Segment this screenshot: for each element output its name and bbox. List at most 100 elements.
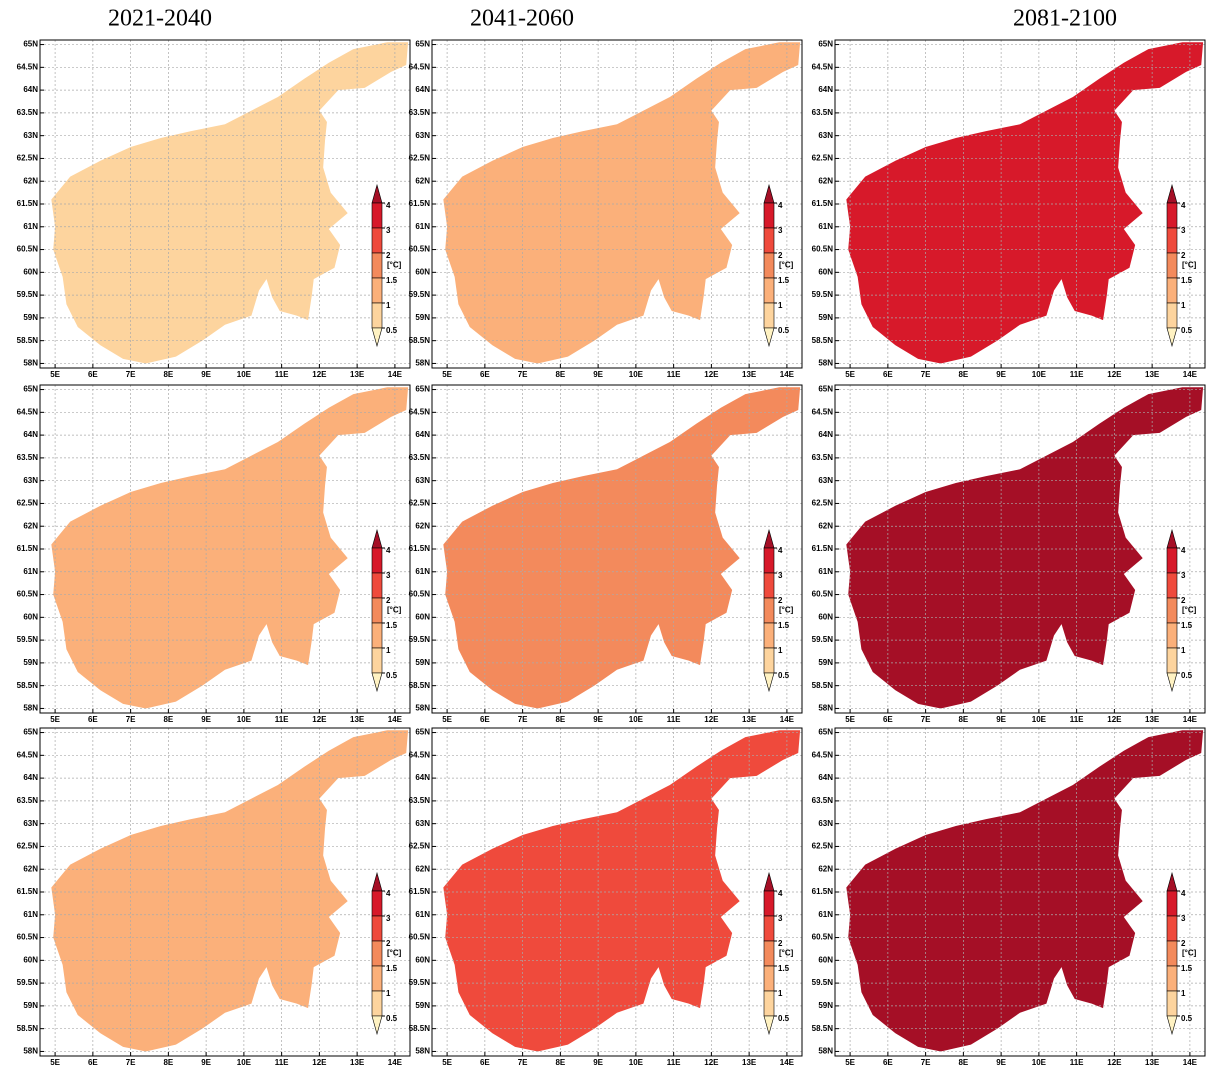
y-tick-label: 59N bbox=[415, 658, 430, 667]
x-tick-label: 8E bbox=[958, 1058, 968, 1067]
y-tick-label: 61N bbox=[23, 567, 38, 576]
colorbar-unit: [°C] bbox=[779, 261, 794, 270]
x-tick-label: 10E bbox=[1032, 715, 1047, 724]
x-tick-label: 13E bbox=[350, 1058, 365, 1067]
y-tick-label: 61N bbox=[23, 222, 38, 231]
x-tick-label: 8E bbox=[555, 370, 565, 379]
y-tick-label: 63.5N bbox=[409, 796, 431, 805]
y-tick-label: 59.5N bbox=[409, 635, 431, 644]
x-tick-label: 7E bbox=[518, 1058, 528, 1067]
colorbar-segment bbox=[371, 990, 383, 1017]
map-frame bbox=[834, 39, 1206, 369]
y-tick-label: 61.5N bbox=[409, 887, 431, 896]
colorbar-label: 4 bbox=[1181, 889, 1186, 898]
colorbar-unit: [°C] bbox=[779, 606, 794, 615]
y-tick-label: 64.5N bbox=[409, 62, 431, 71]
y-tick-label: 60N bbox=[415, 955, 430, 964]
colorbar-segment bbox=[763, 227, 775, 254]
map-panel: 5E 6E 7E 8E 9E 10E 11E 12E 13E 14E 58N 58.5N 59N 59.5… bbox=[17, 39, 411, 379]
colorbar-label: 1.5 bbox=[386, 276, 398, 285]
x-tick-label: 14E bbox=[388, 1058, 403, 1067]
y-tick-label: 63.5N bbox=[17, 453, 39, 462]
colorbar-label: 1 bbox=[386, 301, 391, 310]
colorbar-segment bbox=[371, 890, 383, 917]
map-panel: 5E 6E 7E 8E 9E 10E 11E 12E 13E 14E 58N 58.5N 59N 59.5… bbox=[409, 39, 803, 379]
y-tick-label: 62.5N bbox=[409, 499, 431, 508]
colorbar-label: 0.5 bbox=[1181, 671, 1193, 680]
colorbar-label: 0.5 bbox=[778, 1014, 790, 1023]
colorbar-label: 3 bbox=[778, 571, 783, 580]
colorbar-segment bbox=[763, 252, 775, 279]
x-tick-label: 11E bbox=[1070, 1058, 1084, 1067]
x-tick-label: 12E bbox=[1107, 370, 1122, 379]
colorbar-label: 1 bbox=[778, 646, 783, 655]
x-tick-label: 6E bbox=[883, 715, 893, 724]
x-tick-label: 12E bbox=[312, 1058, 327, 1067]
colorbar-label: 0.5 bbox=[386, 1014, 398, 1023]
x-tick-label: 5E bbox=[50, 1058, 60, 1067]
y-tick-label: 63N bbox=[818, 819, 833, 828]
y-tick-label: 62N bbox=[818, 521, 833, 530]
x-tick-label: 9E bbox=[593, 370, 603, 379]
colorbar-label: 4 bbox=[778, 201, 783, 210]
y-tick-label: 59.5N bbox=[409, 290, 431, 299]
y-tick-label: 64.5N bbox=[17, 407, 39, 416]
x-tick-label: 11E bbox=[667, 370, 681, 379]
y-tick-label: 65N bbox=[818, 728, 833, 737]
y-tick-label: 61.5N bbox=[812, 887, 834, 896]
colorbar-extension bbox=[1166, 1015, 1178, 1036]
colorbar-label: 1 bbox=[778, 989, 783, 998]
y-tick-label: 61N bbox=[818, 910, 833, 919]
x-tick-label: 9E bbox=[996, 370, 1006, 379]
y-tick-label: 58.5N bbox=[812, 336, 834, 345]
y-tick-label: 64N bbox=[23, 773, 38, 782]
colorbar-label: 1 bbox=[1181, 989, 1186, 998]
x-tick-label: 11E bbox=[275, 370, 289, 379]
y-tick-label: 60N bbox=[415, 612, 430, 621]
colorbar-extension bbox=[1166, 327, 1178, 348]
y-tick-label: 60.5N bbox=[409, 245, 431, 254]
map-panel: 5E 6E 7E 8E 9E 10E 11E 12E 13E 14E 58N 58.5N 59N 59.5… bbox=[812, 384, 1206, 724]
y-tick-label: 65N bbox=[23, 728, 38, 737]
colorbar-segment bbox=[1166, 915, 1178, 942]
colorbar-extension bbox=[1166, 672, 1178, 693]
colorbar-segment bbox=[1166, 227, 1178, 254]
x-tick-label: 12E bbox=[704, 370, 719, 379]
colorbar-segment bbox=[1166, 202, 1178, 229]
y-tick-label: 58.5N bbox=[409, 336, 431, 345]
x-tick-label: 10E bbox=[629, 1058, 644, 1067]
y-tick-label: 64.5N bbox=[17, 750, 39, 759]
x-tick-label: 14E bbox=[388, 715, 403, 724]
y-tick-label: 58N bbox=[415, 1047, 430, 1056]
y-tick-label: 58N bbox=[818, 359, 833, 368]
y-tick-label: 63.5N bbox=[812, 108, 834, 117]
colorbar-segment bbox=[1166, 547, 1178, 574]
x-tick-label: 6E bbox=[88, 1058, 98, 1067]
y-tick-label: 63N bbox=[818, 476, 833, 485]
colorbar-label: 1.5 bbox=[778, 964, 790, 973]
colorbar-extension bbox=[371, 327, 383, 348]
colorbar-segment bbox=[371, 252, 383, 279]
x-tick-label: 14E bbox=[1183, 370, 1198, 379]
x-tick-label: 14E bbox=[780, 715, 795, 724]
y-tick-label: 59N bbox=[415, 1001, 430, 1010]
x-tick-label: 7E bbox=[518, 715, 528, 724]
x-tick-label: 12E bbox=[312, 370, 327, 379]
y-tick-label: 64N bbox=[23, 430, 38, 439]
colorbar-segment bbox=[1166, 965, 1178, 992]
map-panel: 5E 6E 7E 8E 9E 10E 11E 12E 13E 14E 58N 58.5N 59N 59.5… bbox=[409, 727, 803, 1067]
colorbar-label: 4 bbox=[386, 201, 391, 210]
colorbar-label: 1 bbox=[778, 301, 783, 310]
colorbar-label: 1.5 bbox=[386, 621, 398, 630]
x-tick-label: 5E bbox=[845, 1058, 855, 1067]
x-tick-label: 12E bbox=[704, 1058, 719, 1067]
y-tick-label: 58.5N bbox=[17, 336, 39, 345]
colorbar-unit: [°C] bbox=[779, 949, 794, 958]
y-tick-label: 64.5N bbox=[812, 62, 834, 71]
y-tick-label: 62N bbox=[415, 864, 430, 873]
x-tick-label: 14E bbox=[780, 1058, 795, 1067]
colorbar-label: 3 bbox=[386, 914, 391, 923]
x-tick-label: 7E bbox=[126, 715, 136, 724]
x-tick-label: 12E bbox=[312, 715, 327, 724]
colorbar-segment bbox=[371, 915, 383, 942]
